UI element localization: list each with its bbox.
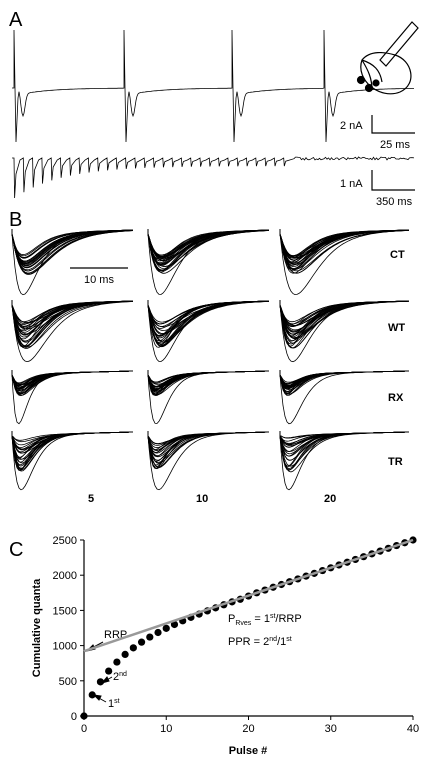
y-tick-label: 1500	[53, 605, 77, 617]
annotation: RRP	[104, 629, 127, 641]
row-label: WT	[388, 322, 405, 334]
scale-label: 25 ms	[380, 139, 410, 151]
trace	[279, 300, 409, 332]
trace	[12, 156, 415, 199]
column-label: 5	[88, 493, 94, 505]
row-label: TR	[388, 456, 403, 468]
point	[154, 628, 162, 637]
trace	[147, 431, 270, 446]
trace	[147, 300, 270, 327]
column-label: 20	[324, 493, 336, 505]
point	[129, 644, 137, 652]
trace	[12, 29, 414, 143]
y-tick-label: 2500	[53, 535, 77, 547]
point	[146, 633, 154, 641]
trace	[147, 229, 270, 267]
trace	[147, 229, 270, 257]
y-tick-label: 0	[71, 711, 77, 723]
trace	[11, 431, 134, 459]
trace	[147, 300, 269, 325]
column-label: 10	[196, 493, 208, 505]
point	[162, 624, 170, 632]
point	[105, 667, 113, 675]
annotation: 1st	[108, 698, 120, 710]
y-tick-label: 500	[59, 676, 77, 688]
y-tick-label: 1000	[53, 641, 77, 653]
trace	[11, 431, 134, 471]
trace	[147, 431, 270, 468]
y-tick-label: 2000	[53, 570, 77, 582]
trace	[11, 431, 134, 472]
trace	[11, 300, 134, 323]
row-label: RX	[388, 392, 404, 404]
trace	[11, 370, 134, 388]
point	[121, 650, 129, 659]
trace	[147, 300, 269, 325]
trace	[279, 370, 410, 389]
panel-label: B	[9, 209, 22, 231]
panel-label: C	[9, 539, 23, 561]
trace	[147, 300, 269, 325]
trace	[147, 300, 270, 342]
fit-line	[83, 538, 414, 653]
point	[137, 638, 146, 646]
trace	[11, 300, 134, 328]
x-tick-label: 40	[407, 723, 419, 735]
trace	[11, 431, 134, 471]
point	[80, 712, 88, 720]
row-label: CT	[390, 249, 405, 261]
cell-schematic	[356, 21, 419, 95]
trace	[279, 229, 409, 274]
trace	[279, 300, 410, 325]
x-tick-label: 20	[242, 723, 254, 735]
trace	[147, 370, 270, 424]
scale-label: 2 nA	[340, 120, 363, 132]
point	[96, 678, 105, 686]
scale-label: 350 ms	[376, 196, 413, 208]
x-tick-label: 30	[325, 723, 337, 735]
scale-bar	[371, 170, 415, 191]
trace	[11, 229, 134, 264]
trace	[279, 229, 410, 259]
point	[170, 620, 179, 629]
point	[113, 658, 121, 666]
panel-label: A	[9, 9, 23, 31]
scale-label: 1 nA	[340, 178, 363, 190]
y-axis-label: Cumulative quanta	[31, 578, 43, 677]
trace	[147, 431, 270, 491]
x-tick-label: 0	[81, 723, 87, 735]
x-tick-label: 10	[160, 723, 172, 735]
trace	[11, 300, 134, 363]
trace	[11, 300, 134, 330]
trace	[147, 370, 270, 383]
scale-label: 10 ms	[84, 274, 114, 286]
scale-bar	[371, 115, 415, 134]
trace	[279, 431, 410, 467]
trace	[147, 300, 270, 328]
annotation: 2nd	[113, 671, 127, 683]
trace	[11, 229, 134, 274]
annotation: PPR = 2nd/1st	[228, 636, 292, 648]
trace	[11, 431, 134, 471]
point	[88, 691, 96, 699]
trace	[11, 229, 133, 266]
axes	[83, 540, 413, 717]
x-axis-label: Pulse #	[229, 745, 268, 757]
annotation: PRves = 1st/RRP	[228, 613, 302, 627]
trace	[11, 370, 134, 384]
